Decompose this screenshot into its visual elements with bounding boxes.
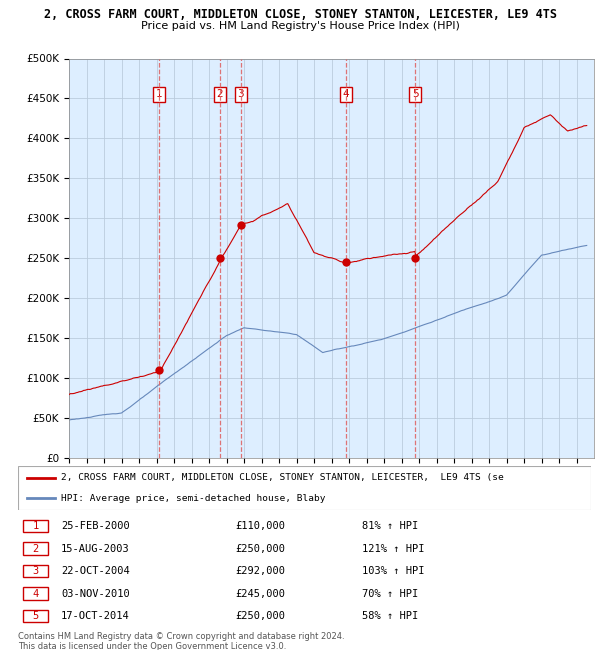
Text: 81% ↑ HPI: 81% ↑ HPI bbox=[362, 521, 418, 531]
Text: 25-FEB-2000: 25-FEB-2000 bbox=[61, 521, 130, 531]
Text: Contains HM Land Registry data © Crown copyright and database right 2024.
This d: Contains HM Land Registry data © Crown c… bbox=[18, 632, 344, 650]
Bar bbox=[23, 520, 49, 532]
Bar bbox=[23, 610, 49, 622]
Text: 5: 5 bbox=[412, 90, 419, 99]
Bar bbox=[23, 542, 49, 554]
Text: 03-NOV-2010: 03-NOV-2010 bbox=[61, 588, 130, 599]
Bar bbox=[23, 565, 49, 577]
Text: £250,000: £250,000 bbox=[236, 543, 286, 554]
Text: £110,000: £110,000 bbox=[236, 521, 286, 531]
Text: £250,000: £250,000 bbox=[236, 611, 286, 621]
Text: 3: 3 bbox=[32, 566, 38, 576]
Text: 4: 4 bbox=[32, 588, 38, 599]
Text: 15-AUG-2003: 15-AUG-2003 bbox=[61, 543, 130, 554]
Text: £245,000: £245,000 bbox=[236, 588, 286, 599]
Bar bbox=[23, 588, 49, 600]
Text: 3: 3 bbox=[238, 90, 244, 99]
Text: 121% ↑ HPI: 121% ↑ HPI bbox=[362, 543, 424, 554]
Text: Price paid vs. HM Land Registry's House Price Index (HPI): Price paid vs. HM Land Registry's House … bbox=[140, 21, 460, 31]
Text: 17-OCT-2014: 17-OCT-2014 bbox=[61, 611, 130, 621]
Text: £292,000: £292,000 bbox=[236, 566, 286, 576]
Text: 58% ↑ HPI: 58% ↑ HPI bbox=[362, 611, 418, 621]
Text: 70% ↑ HPI: 70% ↑ HPI bbox=[362, 588, 418, 599]
Text: 22-OCT-2004: 22-OCT-2004 bbox=[61, 566, 130, 576]
Text: 5: 5 bbox=[32, 611, 38, 621]
Text: 1: 1 bbox=[156, 90, 163, 99]
Text: 2, CROSS FARM COURT, MIDDLETON CLOSE, STONEY STANTON, LEICESTER, LE9 4TS: 2, CROSS FARM COURT, MIDDLETON CLOSE, ST… bbox=[44, 8, 557, 21]
Text: 1: 1 bbox=[32, 521, 38, 531]
Text: 2, CROSS FARM COURT, MIDDLETON CLOSE, STONEY STANTON, LEICESTER,  LE9 4TS (se: 2, CROSS FARM COURT, MIDDLETON CLOSE, ST… bbox=[61, 473, 504, 482]
Text: 4: 4 bbox=[343, 90, 350, 99]
Text: 2: 2 bbox=[217, 90, 223, 99]
Text: 103% ↑ HPI: 103% ↑ HPI bbox=[362, 566, 424, 576]
Text: 2: 2 bbox=[32, 543, 38, 554]
Text: HPI: Average price, semi-detached house, Blaby: HPI: Average price, semi-detached house,… bbox=[61, 494, 325, 503]
